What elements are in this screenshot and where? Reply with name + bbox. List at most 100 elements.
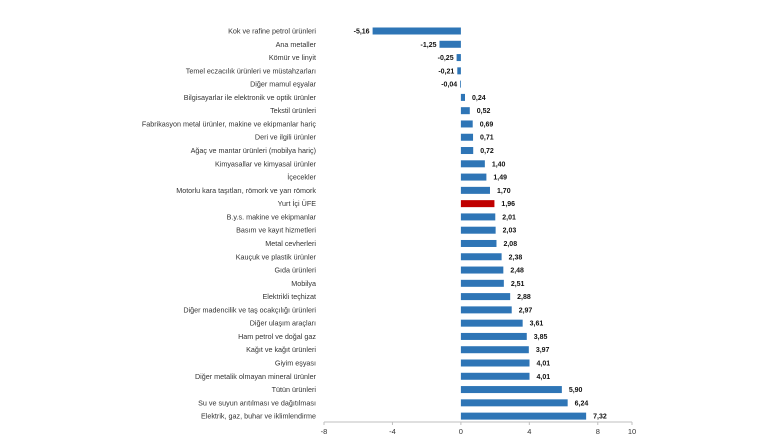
category-label: Elektrik, gaz, buhar ve iklimlendirme [201, 412, 316, 421]
category-label: Elektrikli teçhizat [262, 292, 316, 301]
value-label: 2,97 [519, 307, 533, 314]
value-label: 2,51 [511, 281, 525, 288]
category-label: İçecekler [287, 173, 316, 182]
value-label: 1,70 [497, 188, 511, 195]
bar-26 [460, 372, 530, 380]
value-label: 0,24 [472, 95, 486, 102]
x-tick-label: 8 [596, 427, 600, 436]
value-label: -0,25 [438, 55, 454, 62]
value-label: -5,16 [354, 29, 370, 36]
bar-11 [460, 173, 487, 181]
x-tick-label: 4 [527, 427, 531, 436]
category-label: Bilgisayarlar ile elektronik ve optik ür… [184, 93, 317, 102]
category-label: Giyim eşyası [275, 359, 316, 368]
bar-15 [460, 226, 496, 234]
bar-29 [460, 412, 587, 420]
category-label: Diğer metalik olmayan mineral ürünler [195, 372, 317, 381]
value-label: 2,38 [509, 254, 523, 261]
bar-27 [460, 386, 562, 394]
category-label: Gıda ürünleri [274, 266, 316, 275]
bar-0 [372, 27, 461, 35]
bar-10 [460, 160, 485, 168]
category-label: Temel eczacılık ürünleri ve müstahzarlar… [186, 66, 316, 75]
value-label: 2,88 [517, 294, 531, 301]
value-label: 1,96 [501, 201, 515, 208]
category-label: Tütün ürünleri [272, 385, 317, 394]
value-label: 0,71 [480, 135, 494, 142]
x-tick-label: -8 [321, 427, 328, 436]
bar-25 [460, 359, 530, 367]
value-label: 2,08 [503, 241, 517, 248]
value-label: 2,01 [502, 214, 516, 221]
bar-28 [460, 399, 568, 407]
bar-18 [460, 266, 504, 274]
value-label: 2,48 [510, 268, 524, 275]
bar-14 [460, 213, 496, 221]
bar-2 [456, 54, 461, 62]
category-label: Kimyasallar ve kimyasal ürünler [215, 159, 317, 168]
bar-8 [460, 133, 474, 141]
value-label: 0,72 [480, 148, 494, 155]
value-label: 4,01 [537, 374, 551, 381]
category-label: Diğer madencilik ve taş ocakçılığı ürünl… [183, 305, 316, 314]
category-label: Ağaç ve mantar ürünleri (mobilya hariç) [191, 146, 316, 155]
category-label: Diğer mamul eşyalar [250, 80, 317, 89]
category-label: Kok ve rafine petrol ürünleri [228, 27, 316, 36]
bar-17 [460, 253, 502, 261]
value-label: 4,01 [537, 361, 551, 368]
value-label: 0,69 [480, 121, 494, 128]
x-tick-label: 0 [459, 427, 463, 436]
category-label: Metal cevherleri [265, 239, 316, 248]
value-label: 0,52 [477, 108, 491, 115]
x-tick-labels-layer: -8 -4 0 4 8 10 [321, 427, 637, 436]
value-label: 3,61 [530, 321, 544, 328]
bar-12 [460, 186, 490, 194]
value-label: -1,25 [421, 42, 437, 49]
category-label: Fabrikasyon metal ürünler, makine ve eki… [142, 119, 317, 128]
bar-4 [460, 80, 461, 88]
value-label: -0,21 [438, 68, 454, 75]
category-label: Kağıt ve kağıt ürünleri [246, 345, 316, 354]
bar-3 [457, 67, 461, 75]
axis-layer [323, 421, 633, 425]
bar-21 [460, 306, 512, 314]
category-labels-layer: Kok ve rafine petrol ürünleri Ana metalle… [142, 27, 317, 421]
category-label: Ana metaller [276, 40, 317, 49]
bar-16 [460, 239, 497, 247]
x-tick-label: 10 [628, 427, 636, 436]
category-label: Deri ve ilgili ürünler [255, 133, 317, 142]
value-label: 3,97 [536, 347, 550, 354]
bar-20 [460, 293, 511, 301]
category-label: Diğer ulaşım araçları [250, 319, 316, 328]
value-labels-layer: -5,16 -1,25-0,25 -0,21 -0,04 0,24 0,52 0,69 0,7… [354, 29, 607, 421]
value-label: 5,90 [569, 387, 583, 394]
value-label: 1,40 [492, 161, 506, 168]
value-label: -0,04 [441, 82, 457, 89]
category-label: Basım ve kayıt hizmetleri [236, 226, 316, 235]
category-label: Kömür ve linyit [269, 53, 316, 62]
value-label: 3,85 [534, 334, 548, 341]
bar-5 [460, 93, 465, 101]
x-tick-label: -4 [389, 427, 396, 436]
category-label: Su ve suyun arıtılması ve dağıtılması [198, 398, 316, 407]
category-label: B.y.s. makine ve ekipmanlar [227, 212, 317, 221]
category-label: Tekstil ürünleri [270, 106, 316, 115]
value-label: 7,32 [593, 414, 607, 421]
bar-1 [439, 40, 461, 48]
bar-24 [460, 346, 529, 354]
bar-7 [460, 120, 473, 128]
value-label: 6,24 [575, 400, 589, 407]
category-label: Mobilya [291, 279, 316, 288]
value-label: 2,03 [503, 228, 517, 235]
bar-9 [460, 147, 474, 155]
category-label: Yurt İçi ÜFE [278, 199, 317, 208]
value-label: 1,49 [493, 175, 507, 182]
bars-layer [372, 27, 587, 420]
category-label: Kauçuk ve plastik ürünler [236, 252, 317, 261]
bar-22 [460, 319, 523, 327]
category-label: Ham petrol ve doğal gaz [238, 332, 316, 341]
bar-6 [460, 107, 470, 115]
bar-19 [460, 279, 504, 287]
